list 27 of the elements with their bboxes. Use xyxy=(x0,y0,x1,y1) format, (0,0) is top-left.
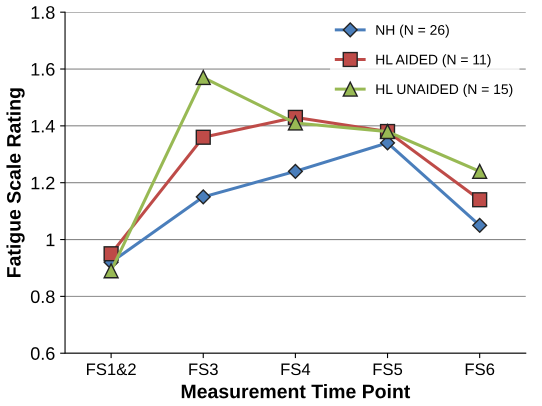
point xyxy=(196,130,211,145)
y-axis-title: Fatigue Scale Rating xyxy=(6,88,25,278)
point xyxy=(472,192,488,208)
point xyxy=(196,189,211,204)
y-tick-label: 1.8 xyxy=(32,6,55,19)
point xyxy=(472,164,488,179)
legend-label: HL AIDED (N = 11) xyxy=(376,54,491,68)
legend-label: NH (N = 26) xyxy=(376,24,449,38)
x-tick-label: FS5 xyxy=(374,363,402,376)
y-tick-label: 0.6 xyxy=(30,347,55,360)
legend-label: HL UNAIDED (N = 15) xyxy=(376,84,512,97)
point xyxy=(288,115,304,131)
point xyxy=(103,263,119,278)
x-tick-label: FS4 xyxy=(281,363,310,376)
x-tick-label: FS6 xyxy=(466,363,494,376)
y-tick-label: 1.6 xyxy=(32,62,55,76)
point xyxy=(103,246,119,262)
point xyxy=(472,218,488,233)
x-axis-title: Measurement Time Point xyxy=(182,384,410,398)
y-tick-label: 1 xyxy=(46,234,54,246)
point xyxy=(288,164,303,179)
y-tick-label: 0.8 xyxy=(30,290,55,304)
y-tick-label: 1.2 xyxy=(32,176,54,190)
point xyxy=(196,70,211,86)
y-tick-label: 1.4 xyxy=(32,120,55,132)
x-tick-label: FS1&2 xyxy=(87,363,136,376)
x-tick-label: FS3 xyxy=(189,363,218,376)
